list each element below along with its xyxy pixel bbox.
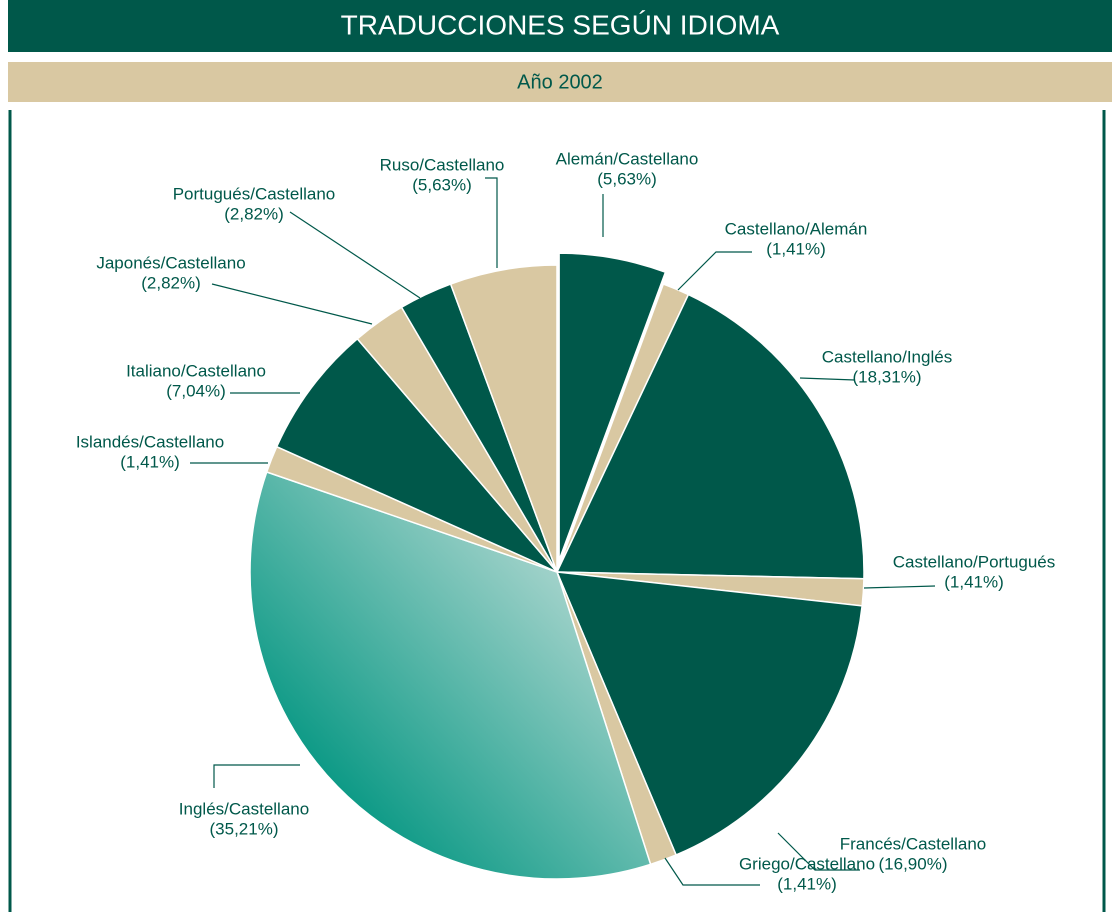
slice-value-label: (5,63%) [597, 169, 657, 188]
slice-value-label: (35,21%) [210, 819, 279, 838]
chart-subtitle: Año 2002 [517, 71, 603, 93]
slice-label: Griego/Castellano [739, 854, 875, 873]
pie-slice [555, 571, 863, 856]
pie-slice [555, 293, 865, 580]
slice-label: Italiano/Castellano [126, 361, 266, 380]
leader-line [664, 857, 760, 886]
slice-label: Ruso/Castellano [380, 155, 505, 174]
slice-value-label: (16,90%) [879, 854, 948, 873]
slice-label: Alemán/Castellano [556, 149, 699, 168]
slice-label: Castellano/Portugués [893, 552, 1056, 571]
leader-line [777, 832, 860, 871]
slice-label: Castellano/Inglés [822, 347, 952, 366]
title-bar [8, 0, 1112, 52]
pie-slice [449, 264, 558, 573]
slice-value-label: (1,41%) [766, 239, 826, 258]
subtitle-bar [8, 62, 1112, 102]
slice-label: Japonés/Castellano [96, 253, 245, 272]
slice-value-label: (1,41%) [944, 572, 1004, 591]
slice-value-label: (2,82%) [141, 273, 201, 292]
chart-title: TRADUCCIONES SEGÚN IDIOMA [341, 9, 780, 40]
slice-value-label: (1,41%) [120, 452, 180, 471]
leader-line [799, 377, 856, 381]
leader-line [863, 585, 936, 589]
slice-value-label: (1,41%) [777, 874, 837, 893]
pie-slice [249, 471, 652, 880]
slice-label: Castellano/Alemán [725, 219, 868, 238]
leader-line [211, 283, 373, 325]
leader-line [289, 211, 421, 299]
pie-slice [275, 337, 558, 573]
slice-value-label: (5,63%) [412, 175, 472, 194]
slice-label: Portugués/Castellano [173, 184, 336, 203]
slice-value-label: (2,82%) [224, 204, 284, 223]
slice-value-label: (7,04%) [166, 381, 226, 400]
leader-line [485, 177, 498, 268]
slice-label: Islandés/Castellano [76, 432, 224, 451]
leader-line [677, 251, 752, 291]
slice-value-label: (18,31%) [853, 367, 922, 386]
slice-label: Francés/Castellano [840, 834, 986, 853]
leader-line [213, 764, 300, 788]
pie-slice [558, 252, 667, 561]
slice-label: Inglés/Castellano [179, 799, 309, 818]
